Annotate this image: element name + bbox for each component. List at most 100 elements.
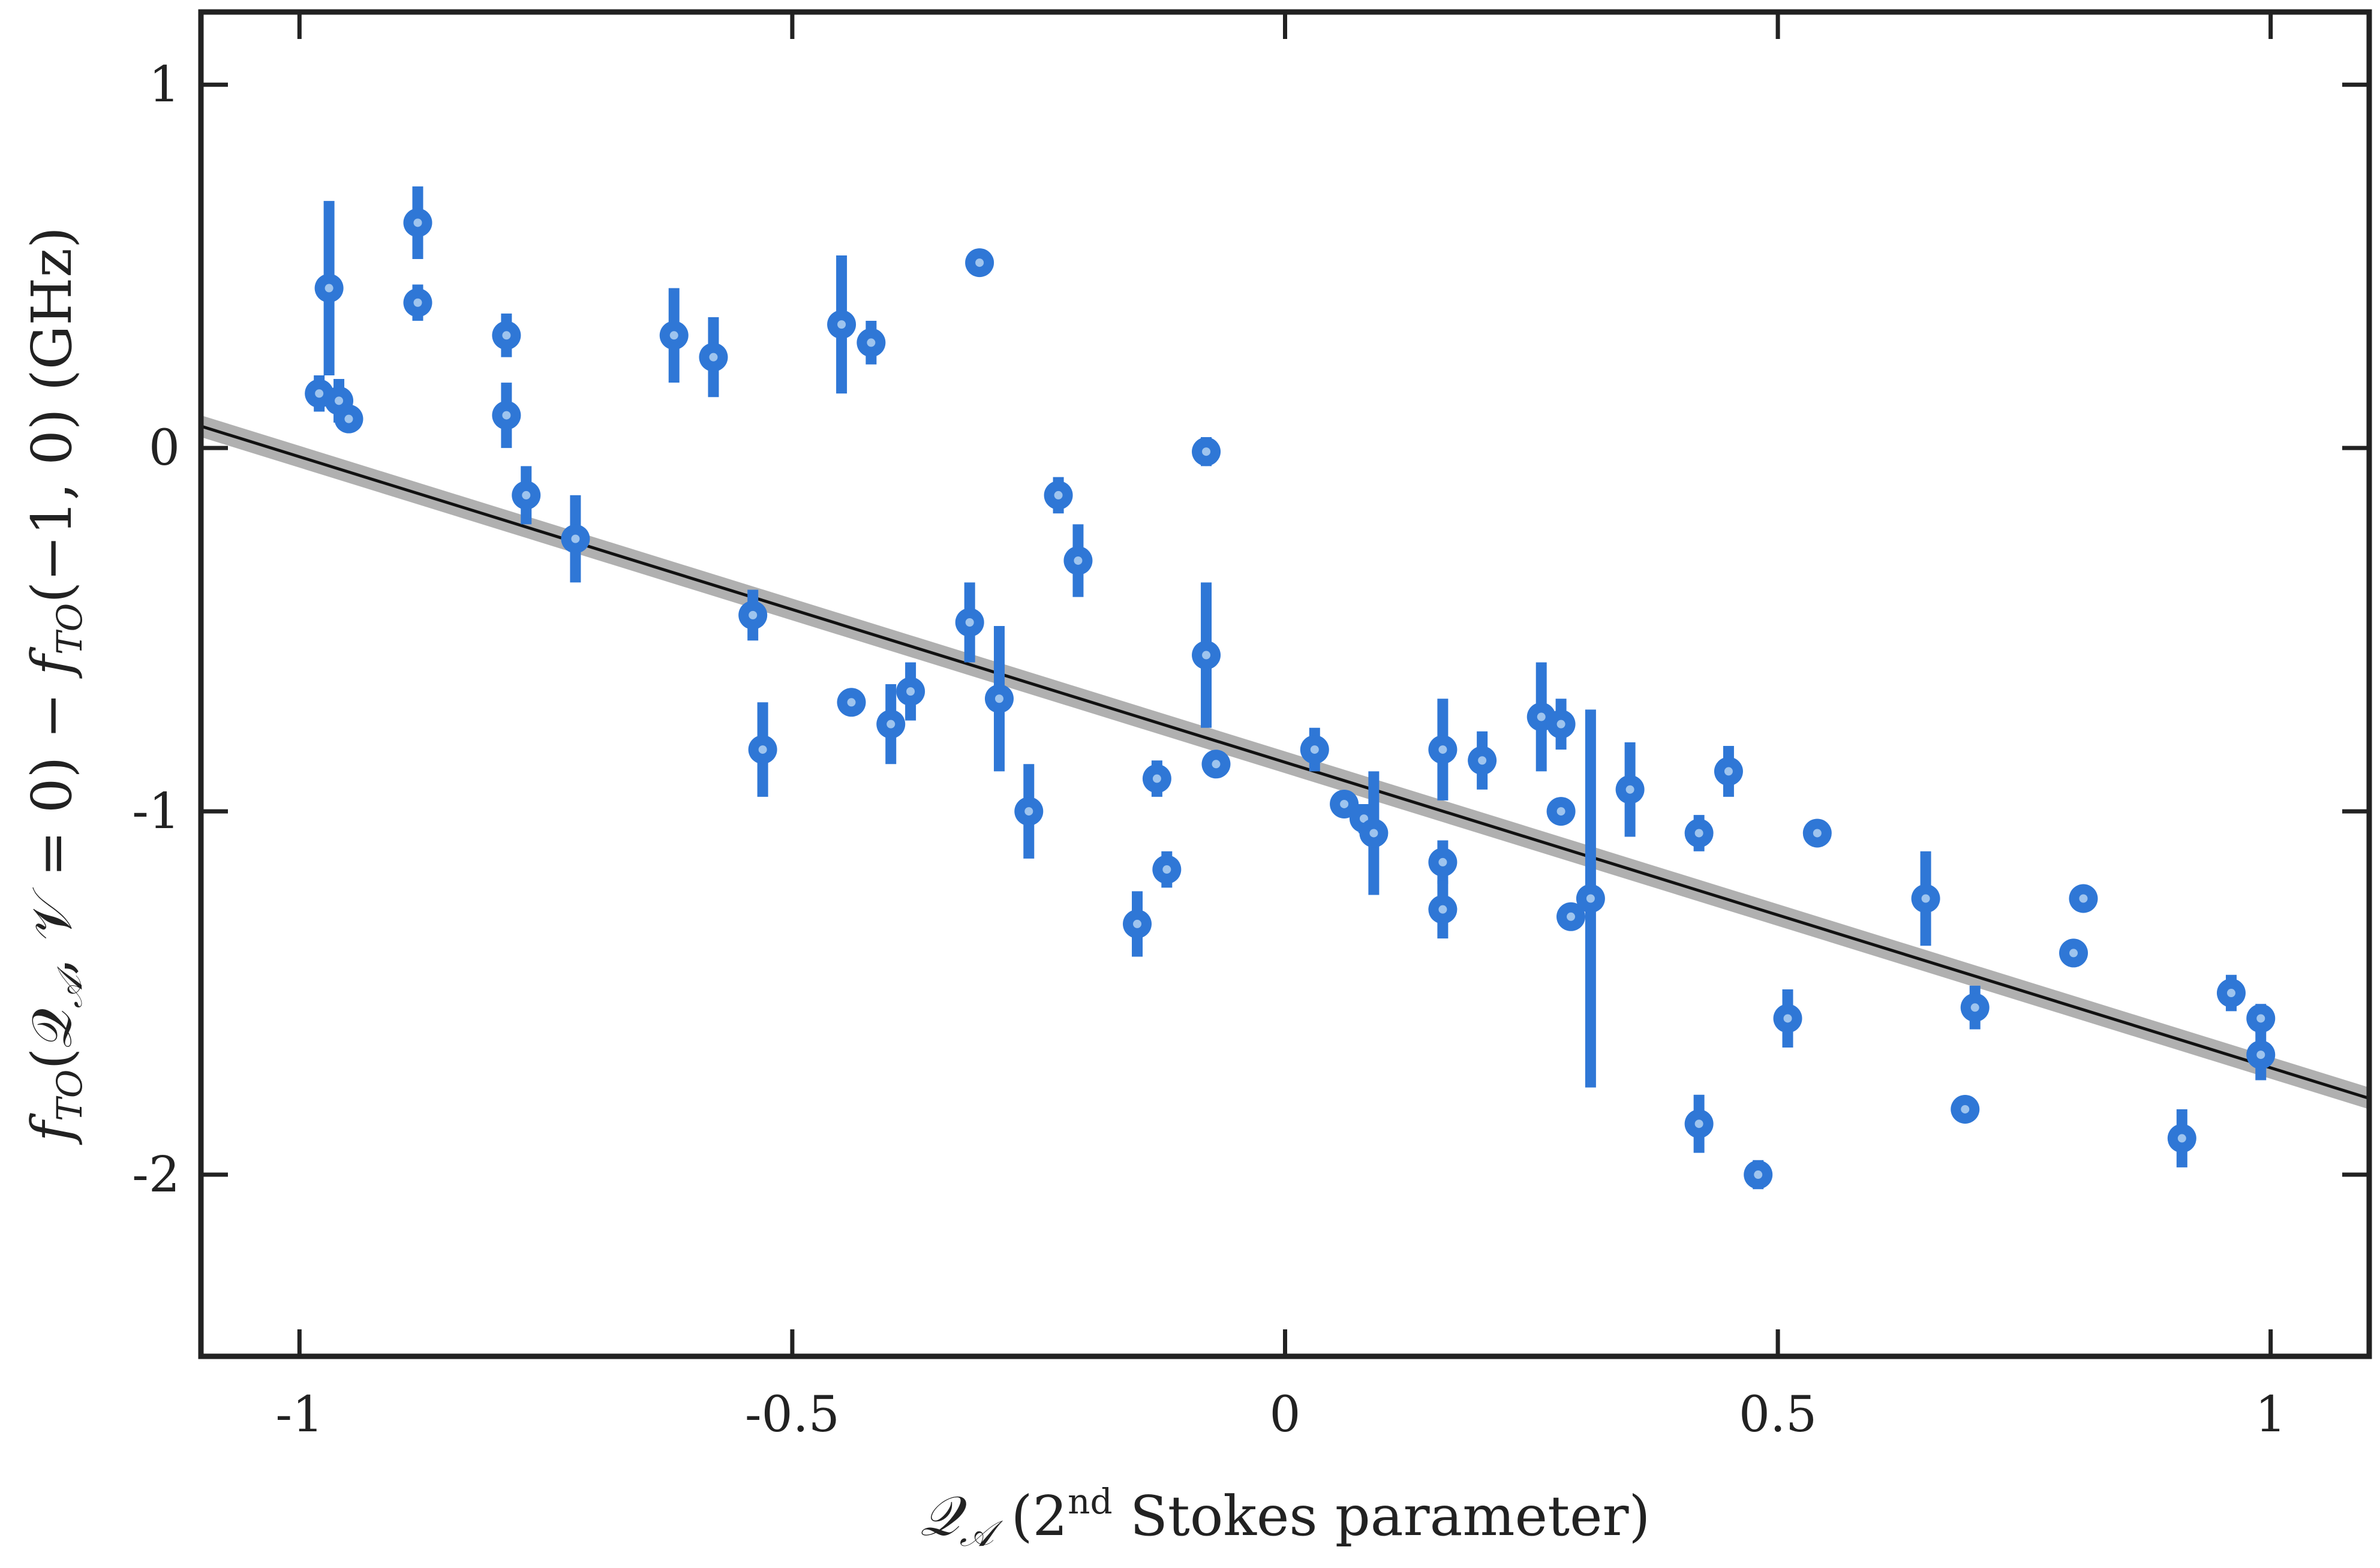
- point-center: [1694, 1119, 1703, 1128]
- point-center: [1586, 894, 1595, 903]
- data-point: [1960, 985, 1990, 1030]
- data-point: [1192, 437, 1221, 467]
- data-point: [1911, 851, 1940, 946]
- point-center: [1152, 774, 1161, 783]
- point-center: [1310, 745, 1319, 754]
- point-center: [1556, 807, 1565, 816]
- point-center: [571, 534, 580, 543]
- y-axis-label-sub1: TO: [49, 1070, 90, 1121]
- data-point: [492, 313, 521, 357]
- point-center: [887, 720, 895, 729]
- y-tick-label: 1: [149, 56, 180, 113]
- data-point: [1773, 989, 1802, 1048]
- data-point: [1044, 477, 1073, 514]
- data-point: [1359, 771, 1389, 895]
- data-point: [1546, 797, 1576, 826]
- point-center: [1340, 799, 1349, 808]
- y-axis-label-mid2: , 𝒱 = 0) −: [20, 675, 84, 976]
- point-center: [906, 687, 915, 696]
- data-point: [896, 662, 925, 721]
- point-center: [1202, 447, 1211, 456]
- point-center: [1438, 857, 1447, 866]
- data-point: [2216, 974, 2246, 1012]
- point-center: [1961, 1104, 1970, 1113]
- point-center: [1694, 829, 1703, 838]
- point-center: [2256, 1014, 2265, 1023]
- plot-frame: [198, 9, 2372, 1359]
- data-point: [1802, 818, 1832, 848]
- point-center: [1556, 720, 1565, 729]
- points-layer: [305, 186, 2276, 1190]
- data-point: [314, 201, 344, 375]
- point-center: [758, 745, 767, 754]
- data-point: [955, 582, 984, 663]
- data-point: [1684, 815, 1714, 851]
- data-point: [1951, 1094, 1980, 1124]
- point-center: [1202, 651, 1211, 660]
- data-point: [1330, 789, 1359, 818]
- point-center: [975, 258, 984, 267]
- y-axis-label-tail: (−1, 0) (GHz): [20, 227, 84, 603]
- fit-line: [200, 425, 2370, 1100]
- data-point: [1192, 582, 1221, 728]
- data-point: [1714, 746, 1743, 797]
- data-point: [1744, 1160, 1773, 1190]
- point-center: [867, 338, 876, 347]
- point-center: [502, 331, 511, 340]
- point-center: [837, 320, 846, 329]
- data-point: [965, 248, 994, 278]
- data-point: [561, 495, 590, 583]
- point-center: [1438, 745, 1447, 754]
- point-center: [1724, 767, 1733, 776]
- point-center: [1212, 760, 1221, 769]
- data-point: [2246, 1029, 2276, 1081]
- point-center: [965, 618, 974, 627]
- point-center: [1970, 1003, 1979, 1012]
- data-point: [699, 317, 728, 398]
- point-center: [2226, 989, 2235, 998]
- x-axis-label-rest: Stokes parameter): [1113, 1484, 1651, 1548]
- data-point: [837, 688, 866, 717]
- data-point: [748, 702, 777, 797]
- y-axis-label-mid1: (𝒬: [20, 1009, 84, 1070]
- data-point: [1468, 731, 1497, 790]
- data-point: [1546, 699, 1576, 750]
- data-point: [1576, 709, 1605, 1088]
- data-point: [1615, 742, 1645, 837]
- data-point: [827, 255, 857, 394]
- data-point: [1014, 764, 1044, 859]
- point-center: [1783, 1014, 1792, 1023]
- point-center: [2069, 949, 2078, 958]
- y-tick-label: -2: [132, 1146, 180, 1203]
- point-center: [2177, 1134, 2186, 1143]
- x-tick-label: -1: [275, 1386, 323, 1443]
- data-point: [403, 284, 432, 321]
- data-point: [1300, 727, 1329, 772]
- point-center: [413, 218, 422, 227]
- point-center: [669, 331, 678, 340]
- point-center: [1369, 829, 1378, 838]
- data-point: [2059, 938, 2088, 968]
- data-point: [857, 321, 886, 365]
- data-point: [1152, 851, 1182, 888]
- point-center: [522, 490, 531, 499]
- x-axis-label: 𝒬𝒜 (2nd Stokes parameter): [920, 1481, 1651, 1555]
- data-point: [512, 466, 541, 525]
- data-point: [1428, 840, 1458, 884]
- x-tick-label: 0.5: [1739, 1386, 1817, 1443]
- data-point: [738, 589, 768, 641]
- data-point: [876, 684, 906, 765]
- y-tick-label: -1: [132, 783, 180, 840]
- data-point: [1123, 891, 1152, 957]
- ticks-layer: -1 -0.5 0 0.5 1 1 0 -1 -2: [132, 12, 2369, 1443]
- point-center: [1162, 865, 1171, 874]
- data-point: [2069, 884, 2098, 913]
- point-center: [1537, 712, 1546, 721]
- x-axis-label-open: (2: [993, 1484, 1068, 1548]
- x-axis-label-sup: nd: [1068, 1481, 1112, 1522]
- point-center: [502, 411, 511, 420]
- point-center: [335, 396, 344, 405]
- data-point: [1428, 699, 1458, 800]
- data-point: [1201, 750, 1231, 779]
- point-center: [2256, 1051, 2265, 1060]
